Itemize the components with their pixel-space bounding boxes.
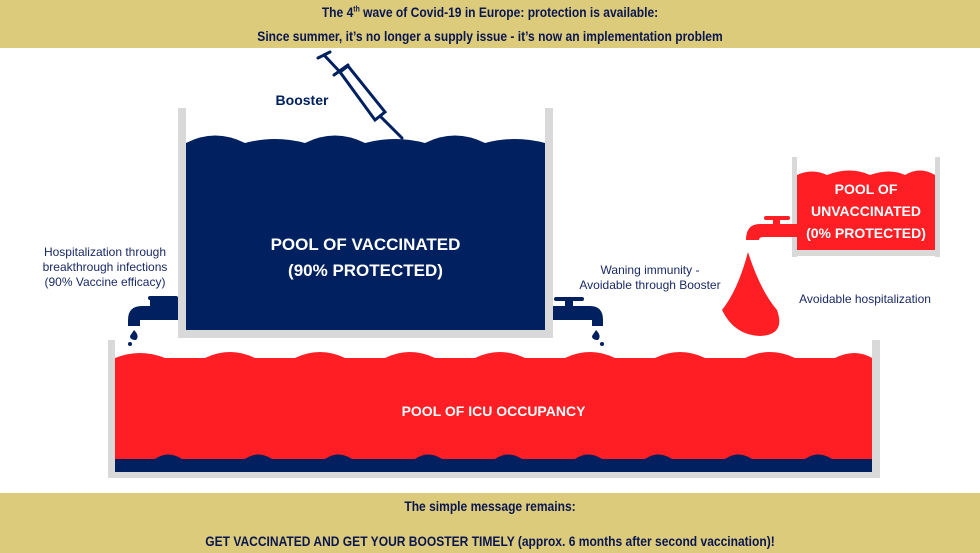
header-title: The 4th wave of Covid-19 in Europe: prot… — [321, 4, 659, 20]
footer-banner: The simple message remains: GET VACCINAT… — [0, 493, 980, 553]
footer-call-to-action: GET VACCINATED AND GET YOUR BOOSTER TIME… — [205, 533, 775, 549]
booster-label: Booster — [275, 92, 329, 108]
header-subtitle: Since summer, it’s no longer a supply is… — [257, 28, 723, 44]
faucet-icon — [128, 296, 178, 346]
faucet-icon — [553, 297, 604, 346]
vaccinated-pool — [178, 108, 553, 338]
icu-pool — [108, 340, 880, 478]
syringe-icon — [316, 50, 404, 140]
unvaccinated-pool — [792, 157, 940, 257]
left-tap-label: Hospitalization through breakthrough inf… — [42, 245, 168, 289]
faucet-icon — [746, 216, 797, 240]
icu-pool-label: POOL OF ICU OCCUPANCY — [401, 403, 586, 419]
unvaccinated-pool-label: POOL OF UNVACCINATED (0% PROTECTED) — [806, 181, 926, 241]
drop-icon — [722, 252, 780, 336]
header-banner: The 4th wave of Covid-19 in Europe: prot… — [0, 0, 980, 48]
vaccinated-pool-label: POOL OF VACCINATED (90% PROTECTED) — [270, 235, 461, 280]
right-tap-label: Waning immunity - Avoidable through Boos… — [579, 263, 721, 292]
footer-line1: The simple message remains: — [404, 498, 576, 514]
drop-label: Avoidable hospitalization — [799, 292, 931, 306]
